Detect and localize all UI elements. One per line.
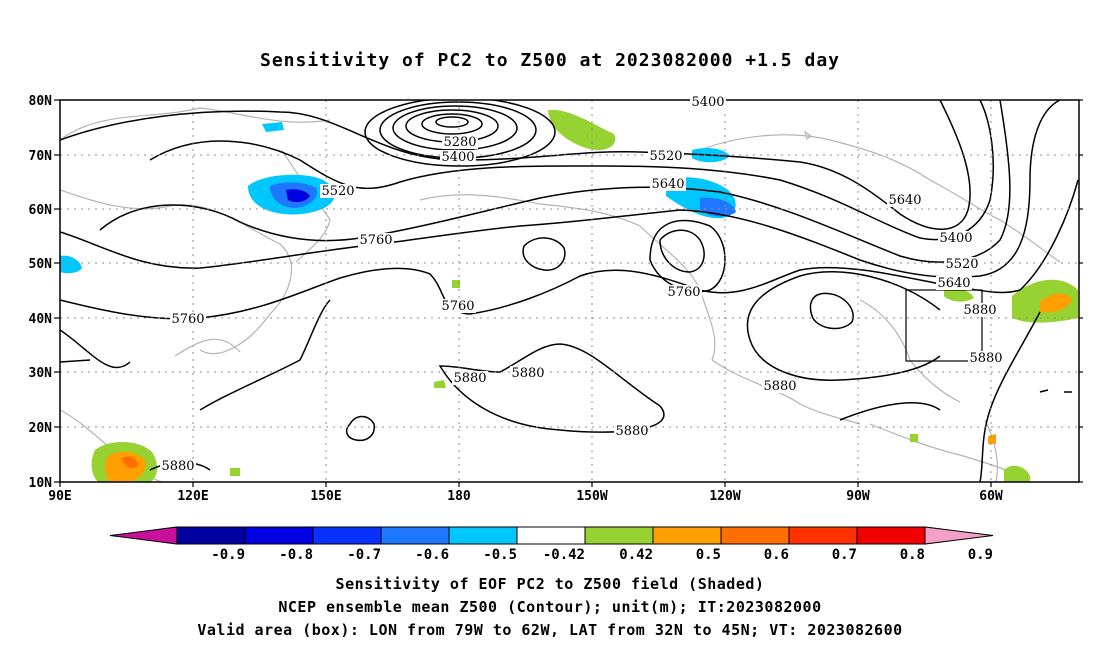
- lon-label: 150E: [310, 489, 341, 504]
- lon-label: 180: [447, 489, 471, 504]
- colorbar-tick-label: -0.9: [211, 547, 245, 563]
- contour-label: 5520: [321, 184, 354, 199]
- lon-label: 150W: [576, 489, 607, 504]
- contour-label: 5760: [667, 285, 700, 300]
- lat-label: 40N: [29, 312, 53, 327]
- colorbar-swatch: [380, 526, 450, 545]
- lat-label: 50N: [29, 257, 53, 272]
- contour-label: 5880: [763, 379, 796, 394]
- lon-label: 90E: [48, 489, 71, 504]
- contour-label: 5880: [969, 351, 1002, 366]
- colorbar-tick-label: 0.5: [696, 547, 721, 563]
- contour-label-bg: [666, 285, 702, 299]
- contour-label-bg: [938, 231, 974, 245]
- colorbar-tick-label: 0.6: [764, 547, 789, 563]
- contour-label: 5760: [359, 233, 392, 248]
- colorbar-swatch: [584, 526, 654, 545]
- contour-label-bg: [440, 299, 476, 313]
- contour-label: 5880: [963, 303, 996, 318]
- colorbar-tick-label: -0.42: [543, 547, 585, 563]
- colorbar-tick-label: 0.8: [900, 547, 925, 563]
- contour-label-bg: [887, 193, 923, 207]
- colorbar-swatch: [788, 526, 858, 545]
- contour-label: 5760: [171, 312, 204, 327]
- contour-label: 5280: [443, 135, 476, 150]
- caption-line-1: Sensitivity of EOF PC2 to Z500 field (Sh…: [335, 575, 765, 593]
- contour-label: 5760: [441, 299, 474, 314]
- contour-label: 5880: [453, 371, 486, 386]
- contour-label: 5520: [649, 149, 682, 164]
- contour-label-bg: [440, 150, 476, 164]
- contour-label: 5640: [888, 193, 921, 208]
- contour-label-bg: [962, 303, 998, 317]
- contour-label-bg: [442, 135, 478, 149]
- colorbar-tick-label: 0.42: [619, 547, 653, 563]
- colorbar-tick-labels: -0.9 -0.8 -0.7 -0.6 -0.5 -0.42 0.42 0.5 0.6 0.7 0.…: [211, 547, 993, 563]
- lat-label: 30N: [29, 366, 53, 381]
- contour-label: 5640: [651, 177, 684, 192]
- contour-label-bg: [690, 95, 726, 109]
- lon-label: 120E: [177, 489, 208, 504]
- map-frame: [59, 99, 1080, 483]
- contour-label: 5640: [937, 276, 970, 291]
- contour-label: 5880: [615, 424, 648, 439]
- contour-label-bg: [968, 351, 1004, 365]
- colorbar-tick-label: -0.8: [279, 547, 313, 563]
- contour-label: 5880: [511, 366, 544, 381]
- axis-ticks: [54, 99, 1083, 487]
- colorbar-swatch: [516, 526, 586, 545]
- contour-label: 5880: [161, 459, 194, 474]
- sensitivity-shading: [60, 109, 1078, 482]
- colorbar-tick-label: -0.5: [483, 547, 517, 563]
- contour-label-bg: [650, 177, 686, 191]
- contour-label-bg: [936, 276, 972, 290]
- contour-labels: 5400528054005520552056405640540055205640…: [160, 95, 1004, 474]
- colorbar-tick-label: -0.6: [415, 547, 449, 563]
- lat-label: 10N: [29, 476, 53, 491]
- map-title: Sensitivity of PC2 to Z500 at 2023082000…: [259, 50, 840, 71]
- colorbar-swatch: [176, 526, 246, 545]
- contour-label: 5520: [945, 257, 978, 272]
- contour-label-bg: [614, 424, 650, 438]
- contour-label: 5400: [691, 95, 724, 110]
- colorbar-high-arrow: [924, 526, 994, 545]
- lon-label: 60W: [979, 489, 1003, 504]
- caption-line-3: Valid area (box): LON from 79W to 62W, L…: [197, 621, 903, 639]
- colorbar-swatch: [448, 526, 518, 545]
- lat-label: 20N: [29, 421, 53, 436]
- lon-label: 120W: [709, 489, 740, 504]
- graticule: [60, 100, 1079, 482]
- contour-label-bg: [762, 379, 798, 393]
- lat-label: 60N: [29, 203, 53, 218]
- colorbar-swatch: [312, 526, 382, 545]
- colorbar-swatch: [652, 526, 722, 545]
- lon-label: 90W: [846, 489, 870, 504]
- contour-label-bg: [648, 149, 684, 163]
- colorbar-tick-label: -0.7: [347, 547, 381, 563]
- coastlines: [60, 107, 1061, 482]
- contour-label-bg: [452, 371, 488, 385]
- lat-label: 70N: [29, 149, 53, 164]
- lat-label: 80N: [29, 94, 53, 109]
- colorbar-swatch: [720, 526, 790, 545]
- colorbar-low-arrow: [109, 526, 178, 545]
- contour-label-bg: [358, 233, 394, 247]
- colorbar-tick-label: 0.9: [968, 547, 993, 563]
- caption-line-2: NCEP ensemble mean Z500 (Contour); unit(…: [278, 598, 822, 616]
- contour-label-bg: [320, 184, 356, 198]
- contour-label-bg: [944, 257, 980, 271]
- colorbar: [109, 526, 994, 545]
- contour-label: 5400: [939, 231, 972, 246]
- colorbar-tick-label: 0.7: [832, 547, 857, 563]
- contour-label-bg: [160, 459, 196, 473]
- colorbar-swatch: [244, 526, 314, 545]
- contour-label-bg: [510, 366, 546, 380]
- contour-label: 5400: [441, 150, 474, 165]
- colorbar-swatch: [856, 526, 926, 545]
- contour-label-bg: [170, 312, 206, 326]
